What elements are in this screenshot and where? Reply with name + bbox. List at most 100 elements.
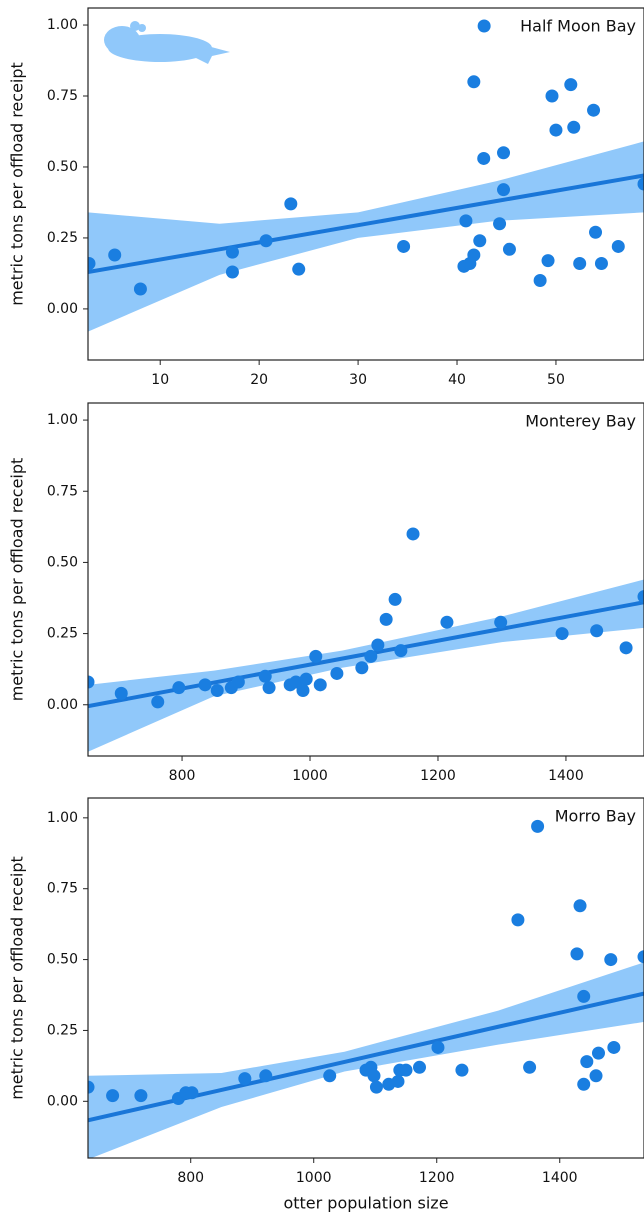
- data-point: [497, 146, 511, 160]
- x-tick-label: 1400: [548, 768, 584, 784]
- legend-label: Monterey Bay: [525, 412, 636, 431]
- data-point: [564, 78, 578, 92]
- data-point: [133, 282, 147, 296]
- data-point: [567, 120, 581, 134]
- data-point: [367, 1069, 381, 1083]
- x-tick-label: 10: [151, 372, 169, 388]
- x-tick-label: 800: [169, 768, 196, 784]
- data-point: [394, 644, 408, 658]
- x-tick-label: 1000: [296, 1170, 332, 1186]
- data-point: [455, 1063, 469, 1077]
- data-point: [225, 245, 239, 259]
- data-point: [299, 672, 313, 686]
- data-point: [440, 615, 454, 629]
- fit-line: [88, 600, 644, 709]
- data-point: [577, 1077, 591, 1091]
- data-point: [580, 1055, 594, 1069]
- y-tick-label: 0.25: [47, 626, 78, 642]
- data-point: [369, 1080, 383, 1094]
- plot-area: [88, 527, 644, 752]
- data-point: [607, 1040, 621, 1054]
- x-tick-label: 30: [349, 372, 367, 388]
- data-point: [511, 913, 525, 927]
- data-point: [477, 151, 491, 165]
- data-point: [292, 262, 306, 276]
- fit-line: [88, 991, 644, 1123]
- data-point: [238, 1072, 252, 1086]
- data-point: [210, 684, 224, 698]
- data-point: [573, 256, 587, 270]
- data-point: [88, 1080, 95, 1094]
- y-tick-label: 0.50: [47, 159, 78, 175]
- data-point: [531, 819, 545, 833]
- data-point: [330, 666, 344, 680]
- data-point: [399, 1063, 413, 1077]
- y-tick-label: 1.00: [47, 17, 78, 33]
- data-point: [604, 953, 618, 967]
- data-point: [570, 947, 584, 961]
- otter-icon: [104, 21, 230, 64]
- data-point: [587, 103, 601, 117]
- y-tick-label: 1.00: [47, 810, 78, 826]
- legend-marker: [477, 19, 491, 33]
- y-axis-label: metric tons per offload receipt: [8, 62, 27, 306]
- data-point: [467, 75, 481, 89]
- data-point: [523, 1060, 537, 1074]
- data-point: [589, 225, 603, 239]
- confidence-band: [88, 962, 644, 1158]
- y-tick-label: 1.00: [47, 412, 78, 428]
- data-point: [397, 239, 411, 253]
- plot-frame: [87, 797, 644, 1159]
- data-point: [459, 214, 473, 228]
- data-point: [258, 669, 272, 683]
- y-tick-label: 0.50: [47, 952, 78, 968]
- data-point: [225, 265, 239, 279]
- data-point: [259, 234, 273, 248]
- data-point: [88, 675, 95, 689]
- data-point: [88, 256, 96, 270]
- y-tick-label: 0.25: [47, 1022, 78, 1038]
- data-point: [388, 592, 402, 606]
- x-tick-label: 1200: [420, 768, 456, 784]
- data-point: [296, 684, 310, 698]
- data-point: [309, 649, 323, 663]
- y-tick-label: 0.50: [47, 554, 78, 570]
- fit-line: [88, 173, 644, 274]
- data-point: [185, 1086, 199, 1100]
- data-point: [413, 1060, 427, 1074]
- data-point: [406, 527, 420, 541]
- data-point: [379, 612, 393, 626]
- y-tick-label: 0.75: [47, 483, 78, 499]
- data-point: [637, 177, 644, 191]
- x-tick-label: 40: [448, 372, 466, 388]
- x-tick-label: 800: [177, 1170, 204, 1186]
- data-point: [573, 899, 587, 913]
- x-tick-label: 1400: [542, 1170, 578, 1186]
- data-point: [108, 248, 122, 262]
- data-point: [555, 627, 569, 641]
- data-point: [494, 615, 508, 629]
- data-point: [364, 649, 378, 663]
- x-tick-label: 1200: [419, 1170, 455, 1186]
- legend-label: Morro Bay: [555, 807, 636, 826]
- data-point: [262, 681, 276, 695]
- data-point: [577, 989, 591, 1003]
- data-point: [134, 1089, 148, 1103]
- data-point: [259, 1069, 273, 1083]
- plot-frame: [87, 402, 644, 757]
- data-point: [151, 695, 165, 709]
- y-tick-label: 0.25: [47, 230, 78, 246]
- x-tick-label: 1000: [292, 768, 328, 784]
- data-point: [493, 217, 507, 231]
- data-point: [323, 1069, 337, 1083]
- data-point: [591, 1046, 605, 1060]
- x-tick-label: 50: [547, 372, 565, 388]
- data-point: [590, 624, 604, 638]
- data-point: [594, 256, 608, 270]
- data-point: [611, 239, 625, 253]
- data-point: [533, 274, 547, 288]
- data-point: [473, 234, 487, 248]
- data-point: [431, 1040, 445, 1054]
- data-point: [502, 242, 516, 256]
- y-axis-label: metric tons per offload receipt: [8, 856, 27, 1100]
